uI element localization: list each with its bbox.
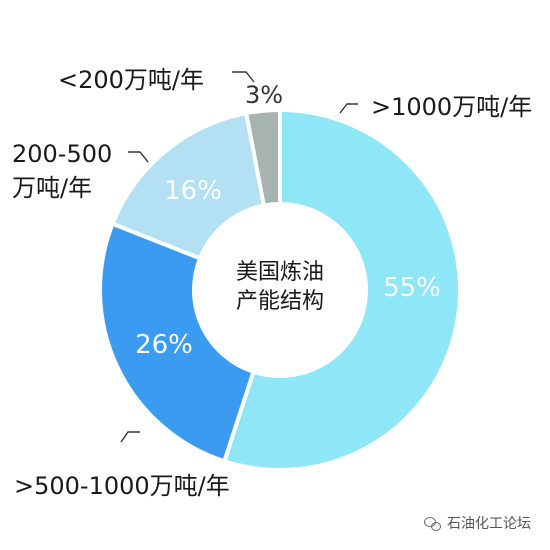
slice-value-label-2: 26% (135, 330, 193, 360)
slice-value-label-1: 55% (383, 273, 441, 303)
center-label-line-1: 美国炼油 (236, 260, 324, 285)
label-tick-2 (120, 431, 140, 443)
slice-category-label-3-line-2: 万吨/年 (12, 174, 92, 202)
slice-value-label-3: 16% (164, 176, 222, 206)
watermark: 石油化工论坛 (424, 513, 531, 533)
watermark-text: 石油化工论坛 (447, 516, 531, 532)
slice-category-label-2: >500-1000万吨/年 (14, 472, 230, 500)
donut-slice-4 (243, 107, 282, 208)
label-tick-1 (339, 103, 358, 114)
slice-category-label-1: >1000万吨/年 (371, 93, 532, 121)
donut-slice-3 (110, 110, 267, 261)
label-tick-3 (128, 151, 149, 163)
wechat-icon (424, 516, 442, 531)
slice-category-label-3-line-1: 200-500 (12, 140, 112, 168)
slice-category-label-4: <200万吨/年 (58, 66, 204, 94)
center-label-line-2: 产能结构 (236, 289, 324, 314)
label-tick-4 (232, 71, 255, 83)
donut-slice-1 (221, 107, 462, 472)
donut-slice-2 (98, 221, 256, 464)
slice-value-label-4: 3% (245, 81, 283, 109)
